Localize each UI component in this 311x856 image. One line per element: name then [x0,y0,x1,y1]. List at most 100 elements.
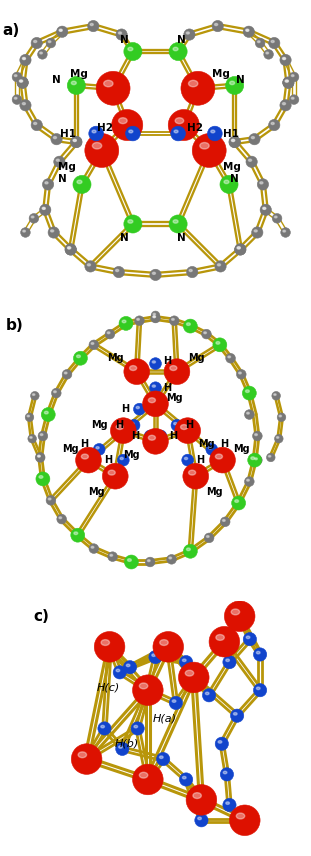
Circle shape [167,555,176,564]
Circle shape [116,29,127,40]
Circle shape [128,419,140,431]
Ellipse shape [38,455,40,457]
Circle shape [124,555,138,569]
Circle shape [253,431,262,441]
Ellipse shape [211,130,215,133]
Ellipse shape [139,683,148,689]
Ellipse shape [23,57,26,60]
Ellipse shape [200,142,209,149]
Ellipse shape [118,32,122,34]
Ellipse shape [262,207,266,210]
Circle shape [206,443,218,455]
Ellipse shape [147,433,150,436]
Text: N: N [236,74,245,85]
Ellipse shape [174,423,177,425]
Circle shape [183,319,197,333]
Ellipse shape [188,80,198,86]
Ellipse shape [107,332,110,334]
Ellipse shape [48,498,51,500]
Ellipse shape [282,57,285,60]
Circle shape [89,544,99,554]
Circle shape [277,413,286,421]
Ellipse shape [20,80,23,82]
Circle shape [85,134,119,168]
Circle shape [169,316,179,325]
Circle shape [246,156,257,168]
Ellipse shape [216,634,224,640]
Circle shape [40,205,50,215]
Circle shape [21,228,30,237]
Ellipse shape [59,29,62,31]
Text: H2: H2 [187,123,202,133]
Text: Mg: Mg [88,487,105,497]
Ellipse shape [128,47,133,51]
Ellipse shape [104,80,113,86]
Ellipse shape [205,693,209,695]
Ellipse shape [130,366,137,371]
Ellipse shape [236,813,245,819]
Circle shape [186,785,217,815]
Circle shape [36,472,50,486]
Ellipse shape [139,772,148,778]
Circle shape [283,77,294,88]
Circle shape [151,314,160,323]
Circle shape [269,38,280,49]
Ellipse shape [20,80,23,82]
Text: Mg: Mg [166,394,183,403]
Circle shape [48,227,59,238]
Text: Mg: Mg [198,439,215,449]
Ellipse shape [128,559,131,562]
Ellipse shape [108,470,115,475]
Ellipse shape [256,651,260,654]
Ellipse shape [204,332,207,334]
Circle shape [242,386,256,400]
Circle shape [184,29,195,40]
Circle shape [150,270,161,281]
Circle shape [183,463,209,489]
Ellipse shape [22,57,26,60]
Circle shape [113,666,126,679]
Circle shape [132,675,163,705]
Circle shape [212,21,223,32]
Ellipse shape [92,130,96,133]
Circle shape [20,99,31,111]
Text: Mg: Mg [207,487,223,497]
Ellipse shape [118,118,127,123]
Ellipse shape [183,659,186,662]
Ellipse shape [274,216,277,218]
Circle shape [89,340,99,349]
Text: c): c) [33,609,49,623]
Circle shape [210,447,235,473]
Circle shape [226,354,235,363]
Circle shape [202,330,211,339]
Circle shape [182,455,193,466]
Ellipse shape [74,532,78,534]
Text: N: N [120,233,129,243]
Text: Mg: Mg [70,69,88,79]
Ellipse shape [215,23,218,26]
Ellipse shape [120,457,123,460]
Ellipse shape [160,756,163,758]
Circle shape [85,261,96,272]
Ellipse shape [23,230,26,232]
Ellipse shape [160,639,168,645]
Circle shape [73,351,87,366]
Circle shape [252,227,263,238]
Text: N: N [177,233,185,243]
Circle shape [230,709,244,722]
Ellipse shape [91,342,94,344]
Circle shape [118,455,129,466]
Ellipse shape [291,98,294,99]
Circle shape [244,27,253,37]
Ellipse shape [14,98,17,99]
Ellipse shape [231,140,234,141]
Circle shape [283,77,294,88]
Circle shape [94,632,125,663]
Ellipse shape [110,555,113,556]
Ellipse shape [51,229,54,232]
Ellipse shape [228,356,230,358]
Ellipse shape [129,130,133,133]
Ellipse shape [246,29,249,31]
Ellipse shape [173,47,178,51]
Circle shape [20,55,31,66]
